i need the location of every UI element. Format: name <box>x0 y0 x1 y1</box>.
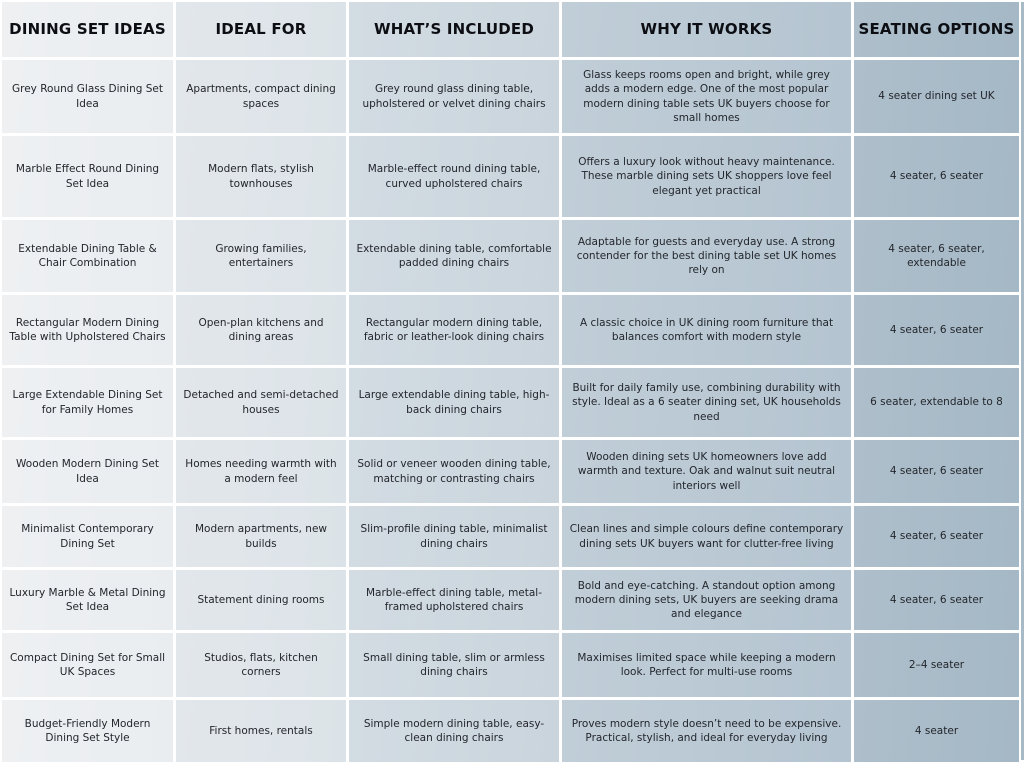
cell-idea: Grey Round Glass Dining Set Idea <box>2 60 173 133</box>
cell-ideal-for: Modern flats, stylish townhouses <box>176 136 346 217</box>
cell-seating: 4 seater, 6 seater <box>854 136 1019 217</box>
cropped-table-edge <box>1021 2 1024 760</box>
cell-included: Solid or veneer wooden dining table, mat… <box>349 440 559 503</box>
cell-seating: 6 seater, extendable to 8 <box>854 368 1019 437</box>
cell-idea: Luxury Marble & Metal Dining Set Idea <box>2 570 173 630</box>
cell-why: Wooden dining sets UK homeowners love ad… <box>562 440 851 503</box>
cell-why: Adaptable for guests and everyday use. A… <box>562 220 851 292</box>
cell-idea: Marble Effect Round Dining Set Idea <box>2 136 173 217</box>
cell-included: Extendable dining table, comfortable pad… <box>349 220 559 292</box>
cell-idea: Extendable Dining Table & Chair Combinat… <box>2 220 173 292</box>
cell-included: Small dining table, slim or armless dini… <box>349 633 559 697</box>
cell-seating: 4 seater, 6 seater, extendable <box>854 220 1019 292</box>
cell-seating: 4 seater, 6 seater <box>854 570 1019 630</box>
cell-ideal-for: Apartments, compact dining spaces <box>176 60 346 133</box>
column-header-why-it-works: WHY IT WORKS <box>562 2 851 57</box>
cell-why: Bold and eye-catching. A standout option… <box>562 570 851 630</box>
cell-ideal-for: Homes needing warmth with a modern feel <box>176 440 346 503</box>
cell-seating: 4 seater, 6 seater <box>854 440 1019 503</box>
cell-idea: Wooden Modern Dining Set Idea <box>2 440 173 503</box>
cell-seating: 4 seater <box>854 700 1019 762</box>
cell-ideal-for: Modern apartments, new builds <box>176 506 346 567</box>
cell-seating: 4 seater, 6 seater <box>854 295 1019 365</box>
cell-idea: Budget-Friendly Modern Dining Set Style <box>2 700 173 762</box>
cell-why: Clean lines and simple colours define co… <box>562 506 851 567</box>
cell-seating: 2–4 seater <box>854 633 1019 697</box>
column-header-whats-included: WHAT’S INCLUDED <box>349 2 559 57</box>
cell-ideal-for: Growing families, entertainers <box>176 220 346 292</box>
cell-ideal-for: Statement dining rooms <box>176 570 346 630</box>
cell-idea: Rectangular Modern Dining Table with Uph… <box>2 295 173 365</box>
column-header-ideal-for: IDEAL FOR <box>176 2 346 57</box>
cell-included: Marble-effect dining table, metal-framed… <box>349 570 559 630</box>
cell-included: Rectangular modern dining table, fabric … <box>349 295 559 365</box>
cell-ideal-for: Open-plan kitchens and dining areas <box>176 295 346 365</box>
cell-seating: 4 seater dining set UK <box>854 60 1019 133</box>
cell-idea: Compact Dining Set for Small UK Spaces <box>2 633 173 697</box>
cell-seating: 4 seater, 6 seater <box>854 506 1019 567</box>
cell-why: A classic choice in UK dining room furni… <box>562 295 851 365</box>
cell-why: Glass keeps rooms open and bright, while… <box>562 60 851 133</box>
cell-included: Slim-profile dining table, minimalist di… <box>349 506 559 567</box>
cell-why: Proves modern style doesn’t need to be e… <box>562 700 851 762</box>
cell-included: Marble-effect round dining table, curved… <box>349 136 559 217</box>
cell-included: Large extendable dining table, high-back… <box>349 368 559 437</box>
cell-ideal-for: Studios, flats, kitchen corners <box>176 633 346 697</box>
cell-included: Grey round glass dining table, upholster… <box>349 60 559 133</box>
cell-why: Maximises limited space while keeping a … <box>562 633 851 697</box>
cell-why: Offers a luxury look without heavy maint… <box>562 136 851 217</box>
column-header-seating-options: SEATING OPTIONS <box>854 2 1019 57</box>
cell-ideal-for: First homes, rentals <box>176 700 346 762</box>
cell-why: Built for daily family use, combining du… <box>562 368 851 437</box>
column-header-dining-set-ideas: DINING SET IDEAS <box>2 2 173 57</box>
cell-idea: Large Extendable Dining Set for Family H… <box>2 368 173 437</box>
cell-idea: Minimalist Contemporary Dining Set <box>2 506 173 567</box>
cell-included: Simple modern dining table, easy-clean d… <box>349 700 559 762</box>
cell-ideal-for: Detached and semi-detached houses <box>176 368 346 437</box>
